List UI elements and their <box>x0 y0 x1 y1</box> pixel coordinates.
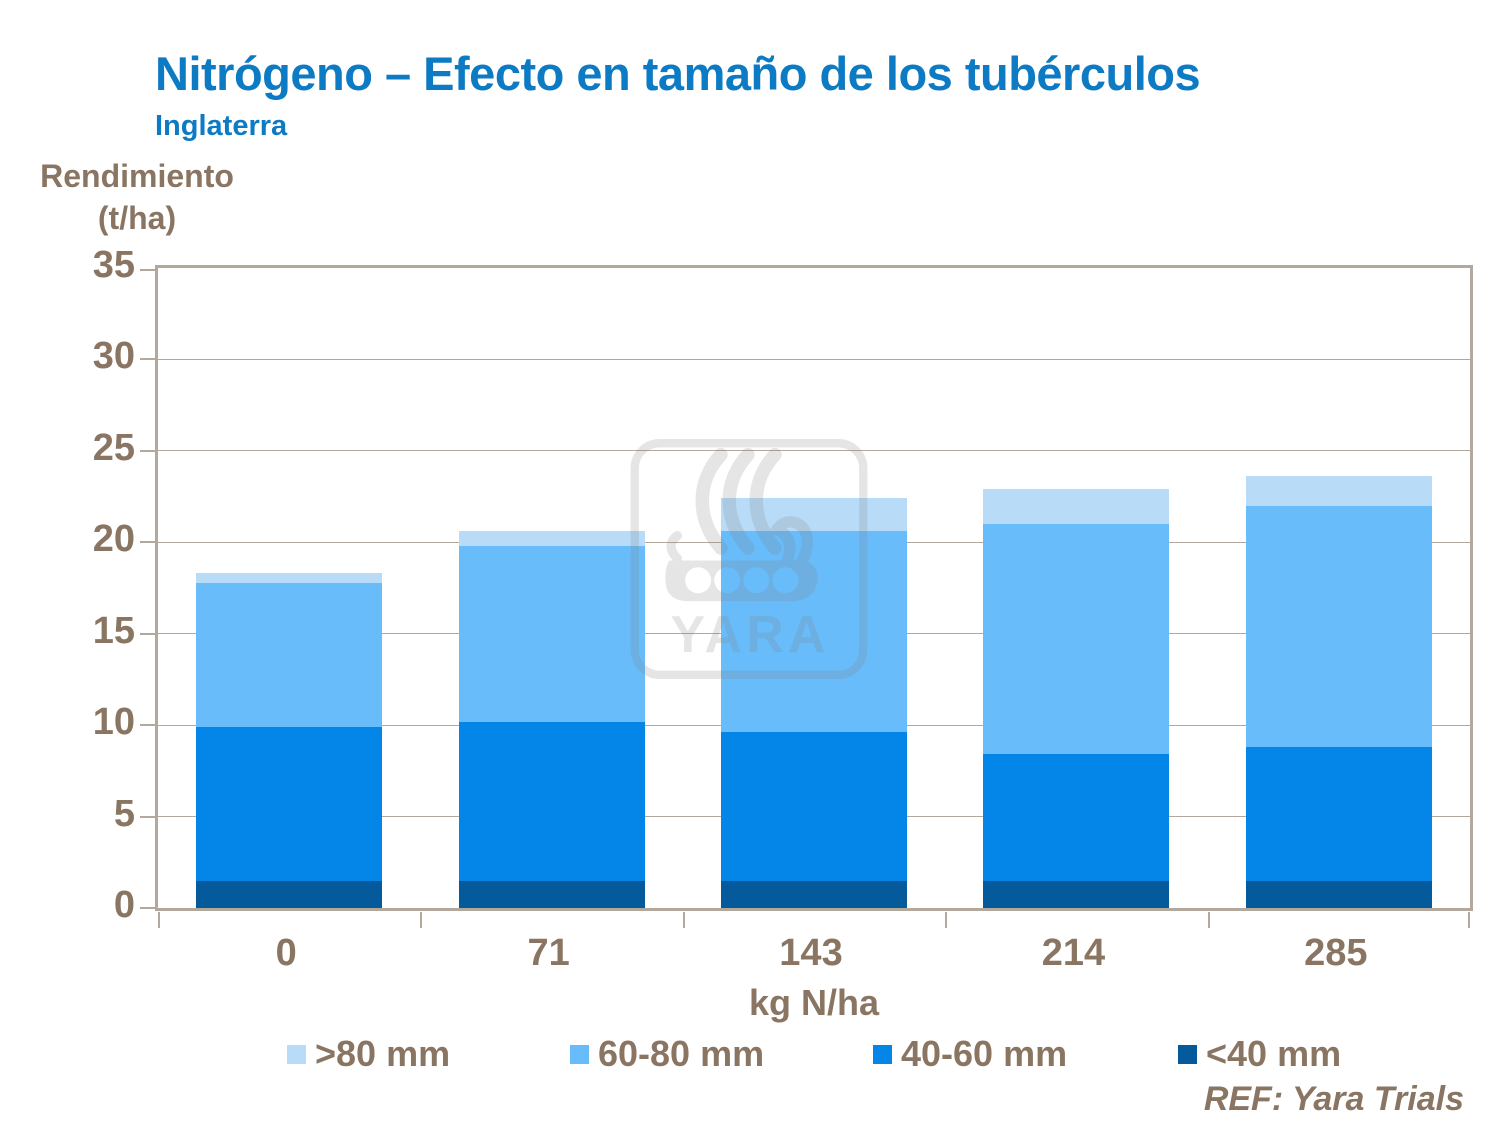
x-tick-2 <box>682 912 685 928</box>
plot-inner <box>140 268 1470 928</box>
y-tick-15 <box>140 632 155 635</box>
gridline-25 <box>158 450 1470 452</box>
bar-143-segment->80 mm <box>721 498 907 532</box>
x-tick-3 <box>945 912 948 928</box>
x-label-0: 0 <box>275 932 297 974</box>
legend-label->80 mm: >80 mm <box>315 1033 451 1074</box>
bar-285-segment-40-60 mm <box>1245 747 1432 881</box>
x-tick-5 <box>1468 912 1470 928</box>
bar-0-segment-40-60 mm <box>196 726 383 881</box>
bar-214-segment-40-60 mm <box>983 754 1170 881</box>
legend-entry-60-80 mm: 60-80 mm <box>570 1032 764 1076</box>
page-title: Nitrógeno – Efecto en tamaño de los tubé… <box>155 47 1201 100</box>
bar-214-segment->80 mm <box>983 489 1170 525</box>
legend-label-60-80 mm: 60-80 mm <box>598 1033 765 1074</box>
y-tick-35 <box>140 269 155 271</box>
x-label-143: 143 <box>779 932 843 974</box>
y-tick-0 <box>140 907 155 909</box>
y-tick-10 <box>140 724 155 727</box>
x-axis-title: kg N/ha <box>748 982 880 1023</box>
bar-71-segment->80 mm <box>458 531 645 546</box>
bar-0 <box>196 573 383 908</box>
bar-143-segment-60-80 mm <box>721 531 907 733</box>
x-label-214: 214 <box>1041 932 1106 974</box>
bar-71-segment-60-80 mm <box>458 545 645 722</box>
legend-entry-40-60 mm: 40-60 mm <box>873 1032 1067 1076</box>
gridline-30 <box>158 358 1470 360</box>
y-axis-ticks: 0 5 10 15 20 25 30 35 <box>92 244 135 926</box>
x-tick-4 <box>1207 912 1210 928</box>
bar-71-segment-<40 mm <box>458 880 645 908</box>
x-tick-0 <box>158 912 160 928</box>
y-tick-5 <box>140 815 155 818</box>
bar-71-segment-40-60 mm <box>458 721 645 881</box>
y-axis-title: Rendimiento (t/ha) <box>18 156 256 239</box>
legend-swatch-<40 mm <box>1178 1044 1197 1064</box>
bar-285-segment-<40 mm <box>1245 880 1432 908</box>
x-label-285: 285 <box>1304 932 1368 974</box>
bar-0-segment-60-80 mm <box>196 582 383 727</box>
bar-0-segment->80 mm <box>196 573 383 583</box>
legend-entry->80 mm: >80 mm <box>287 1032 450 1076</box>
y-tick-30 <box>140 358 155 361</box>
legend-swatch-60-80 mm <box>570 1044 589 1064</box>
plot-area <box>140 265 1473 928</box>
bar-143-segment-40-60 mm <box>721 732 907 881</box>
legend-label-40-60 mm: 40-60 mm <box>901 1033 1068 1074</box>
y-axis-title-line2: (t/ha) <box>97 199 177 236</box>
x-tick-1 <box>420 912 423 928</box>
bar-143 <box>721 498 907 908</box>
y-tick-20 <box>140 541 155 544</box>
bar-285-segment-60-80 mm <box>1245 505 1432 748</box>
bar-143-segment-<40 mm <box>721 880 907 908</box>
legend-label-<40 mm: <40 mm <box>1206 1033 1342 1074</box>
bar-285 <box>1245 476 1432 908</box>
bar-214 <box>983 489 1170 908</box>
legend-swatch-40-60 mm <box>873 1044 892 1064</box>
legend: >80 mm 60-80 mm 40-60 mm <40 mm <box>0 1032 1500 1082</box>
reference-note: REF: Yara Trials <box>1203 1080 1464 1118</box>
bar-71 <box>458 531 645 908</box>
x-label-71: 71 <box>527 932 570 974</box>
y-tick-25 <box>140 449 155 452</box>
bar-0-segment-<40 mm <box>196 880 383 908</box>
bar-214-segment-60-80 mm <box>983 524 1170 755</box>
bar-214-segment-<40 mm <box>983 880 1170 908</box>
page-subtitle: Inglaterra <box>155 110 288 142</box>
legend-swatch->80 mm <box>287 1044 306 1064</box>
y-axis-title-line1: Rendimiento <box>40 158 234 194</box>
bar-285-segment->80 mm <box>1245 476 1432 506</box>
legend-entry-<40 mm: <40 mm <box>1178 1032 1341 1076</box>
x-axis-labels: 0 71 143 214 285 <box>155 932 1473 982</box>
